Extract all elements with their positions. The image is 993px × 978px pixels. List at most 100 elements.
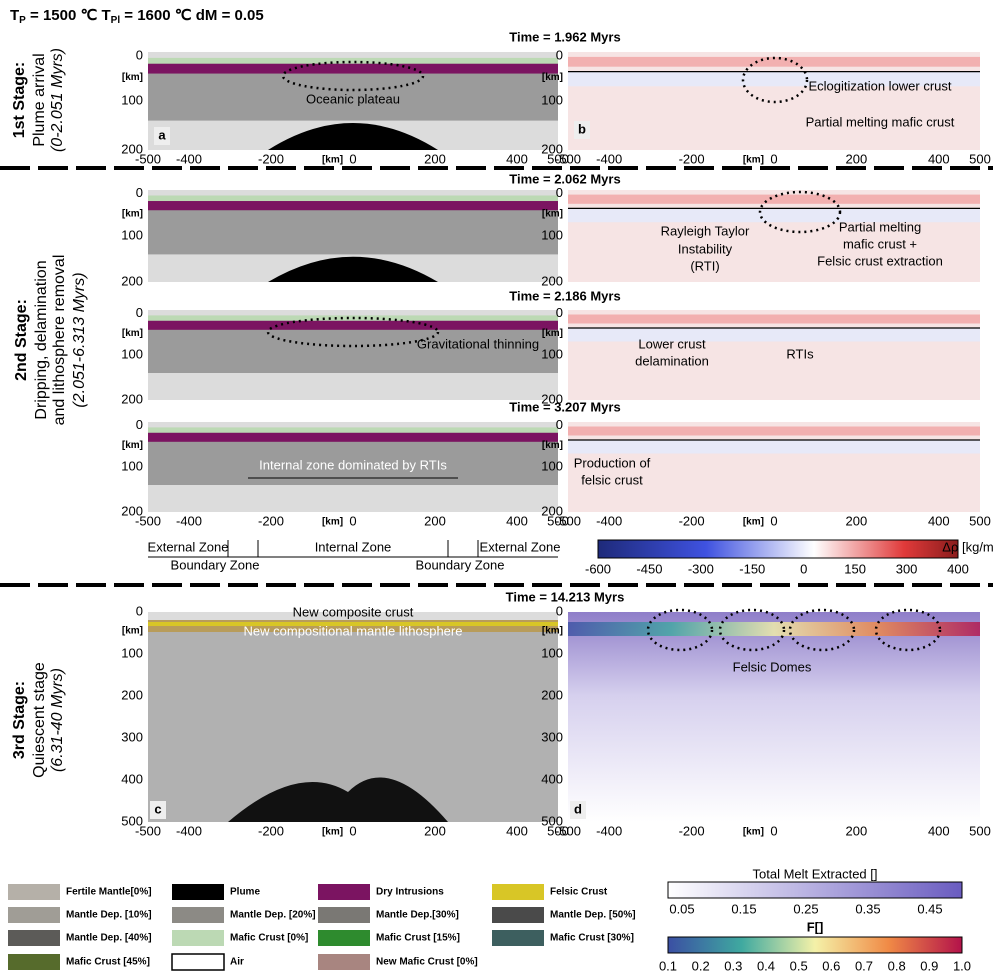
colorbar-tick: 0.7 [855,958,873,973]
y-tick-label: 100 [541,227,563,242]
colorbar-tick: 400 [947,561,969,576]
legend-swatch [318,884,370,900]
stage-title: 3rd Stage: [11,681,28,759]
y-tick-label: [km] [542,440,563,451]
legend-swatch [492,907,544,923]
annotation: Internal zone dominated by RTIs [259,457,447,472]
zone-label: Boundary Zone [171,557,260,572]
legend-label: Dry Intrusions [376,887,444,898]
annotation: New composite crust [293,604,414,619]
legend-swatch [492,930,544,946]
highlight-ellipse [788,608,856,652]
colorbar-tick: 0.3 [724,958,742,973]
x-tick-label: 400 [506,823,528,838]
stage-text: (2.051-6.313 Myrs) [71,272,88,407]
annotation: RTIs [786,346,814,361]
y-tick-label: 300 [541,729,563,744]
x-tick-label: 0 [349,513,356,528]
plume [268,123,438,150]
density-band [568,440,980,454]
mafic-crust [148,57,558,64]
highlight-ellipse [281,60,425,92]
stage-title: 1st Stage: [11,62,28,138]
colorbar-tick: 0.2 [692,958,710,973]
x-tick-label: -400 [596,151,622,166]
mafic-crust [148,195,558,202]
legend-label: Mantle Dep.[30%] [376,910,459,921]
density-top [568,194,980,204]
y-tick-label: 200 [541,141,563,156]
header-part: T [10,7,19,24]
time-label: Time = 14.213 Myrs [506,589,625,604]
panel-right [568,190,980,282]
stage-text: (0-2.051 Myrs) [49,48,66,152]
stage-text: (6.31-40 Myrs) [49,668,66,772]
y-tick-label: 200 [121,273,143,288]
x-tick-label: -500 [555,151,581,166]
melt-top [568,622,980,636]
annotation: Oceanic plateau [306,91,400,106]
intrusions [148,63,558,74]
y-tick-label: 500 [121,813,143,828]
stage-text: and lithosphere removal [51,255,68,426]
y-tick-label: [km] [542,626,563,637]
x-tick-label: 200 [424,513,446,528]
x-tick-label: 500 [969,823,991,838]
highlight-ellipse [874,608,942,652]
y-tick-label: [km] [122,209,143,220]
legend-swatch [318,930,370,946]
legend-swatch [172,907,224,923]
colorbar-tick: 0.35 [855,901,880,916]
x-tick-label: 200 [846,151,868,166]
y-tick-label: 200 [121,141,143,156]
annotation: Partial melting [839,219,921,234]
intrusions [148,320,558,330]
y-tick-label: 300 [121,729,143,744]
x-tick-label: -500 [555,823,581,838]
colorbar-tick: 0 [800,561,807,576]
x-tick-label: 400 [928,823,950,838]
y-tick-label: 0 [136,603,143,618]
colorbar-f [667,936,963,954]
x-tick-label: -500 [135,823,161,838]
colorbar-tick: 0.8 [888,958,906,973]
annotation: felsic crust [581,472,643,487]
annotation: delamination [635,353,709,368]
density-band [568,328,980,342]
colorbar-tick: 0.6 [822,958,840,973]
panel-letter-bg [150,801,166,819]
x-tick-label: 400 [928,151,950,166]
y-tick-label: 100 [121,458,143,473]
stage-title: 2nd Stage: [13,299,30,381]
colorbar-title: F[] [807,919,824,934]
x-tick-label: -400 [176,823,202,838]
colorbar-tick: -450 [636,561,662,576]
legend-swatch [8,884,60,900]
y-tick-label: 200 [541,687,563,702]
legend-swatch [8,930,60,946]
x-tick-label: 0 [770,823,777,838]
zone-label: Boundary Zone [416,557,505,572]
annotation: (RTI) [690,258,719,273]
time-label: Time = 3.207 Myrs [509,399,620,414]
y-tick-label: [km] [542,328,563,339]
legend-label: New Mafic Crust [0%] [376,957,478,968]
zone-label: External Zone [480,539,561,554]
legend-label: Mafic Crust [45%] [66,957,150,968]
panel-right [568,422,980,512]
panel-letter: d [574,801,582,816]
panel-letter-bg [574,121,590,139]
colorbar-tick: 0.9 [920,958,938,973]
y-tick-label: 0 [136,417,143,432]
legend-swatch [172,884,224,900]
y-tick-label: 200 [121,503,143,518]
x-tick-label: 200 [424,151,446,166]
x-tick-label: 0 [770,513,777,528]
y-tick-label: [km] [122,440,143,451]
y-tick-label: [km] [542,72,563,83]
y-tick-label: 400 [541,771,563,786]
panel-letter-bg [570,801,586,819]
legend-label: Felsic Crust [550,887,608,898]
y-tick-label: 100 [541,458,563,473]
